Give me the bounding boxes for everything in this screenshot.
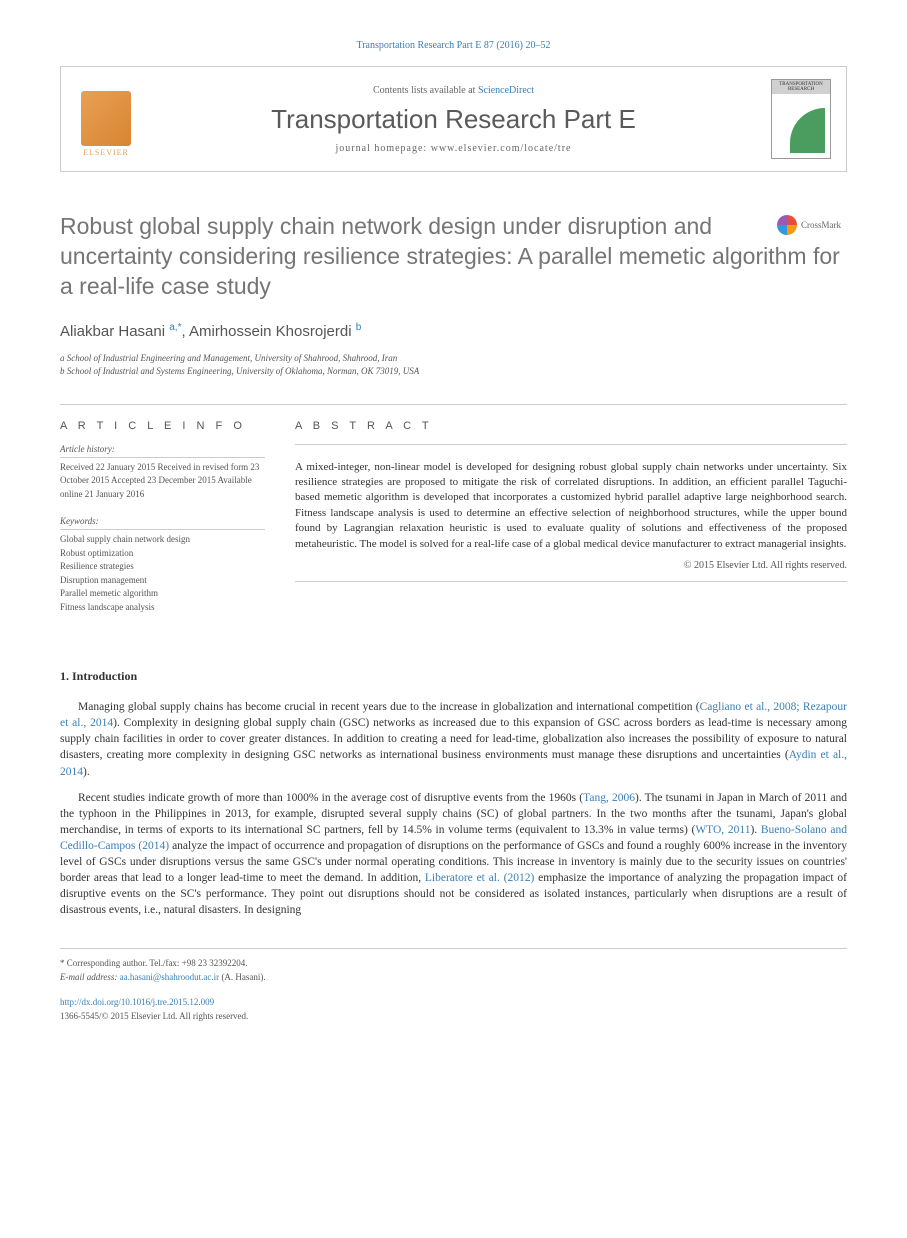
divider	[60, 404, 847, 405]
info-abstract-row: A R T I C L E I N F O Article history: R…	[60, 420, 847, 630]
email-link[interactable]: aa.hasani@shahroodut.ac.ir	[120, 972, 220, 982]
affiliations: a School of Industrial Engineering and M…	[60, 352, 847, 379]
journal-name: Transportation Research Part E	[136, 104, 771, 135]
elsevier-label: ELSEVIER	[83, 148, 129, 157]
keywords-text: Global supply chain network design Robus…	[60, 533, 265, 614]
email-label: E-mail address:	[60, 972, 120, 982]
elsevier-tree-icon	[81, 91, 131, 146]
keywords-label: Keywords:	[60, 516, 265, 530]
crossmark-label: CrossMark	[801, 220, 841, 230]
p2-c: ).	[750, 824, 760, 836]
article-info-heading: A R T I C L E I N F O	[60, 420, 265, 432]
homepage-line: journal homepage: www.elsevier.com/locat…	[136, 143, 771, 154]
history-label: Article history:	[60, 444, 265, 458]
author-2-affil[interactable]: b	[356, 322, 362, 333]
corresponding-author: * Corresponding author. Tel./fax: +98 23…	[60, 957, 847, 971]
cover-label: TRANSPORTATION RESEARCH	[772, 80, 830, 94]
section-1-heading: 1. Introduction	[60, 669, 847, 684]
p1-a: Managing global supply chains has become…	[78, 701, 700, 713]
crossmark-badge[interactable]: CrossMark	[777, 212, 847, 237]
crossmark-icon	[777, 215, 797, 235]
elsevier-logo[interactable]: ELSEVIER	[76, 82, 136, 157]
authors-line: Aliakbar Hasani a,*, Amirhossein Khosroj…	[60, 322, 847, 340]
article-title: Robust global supply chain network desig…	[60, 212, 847, 302]
author-2[interactable]: Amirhossein Khosrojerdi	[189, 323, 356, 340]
email-suffix: (A. Hasani).	[219, 972, 266, 982]
author-1-affil[interactable]: a,	[169, 322, 177, 333]
journal-header-box: ELSEVIER Contents lists available at Sci…	[60, 66, 847, 172]
cite-wto[interactable]: WTO, 2011	[695, 824, 750, 836]
citation-header: Transportation Research Part E 87 (2016)…	[60, 40, 847, 51]
p1-c: ).	[83, 766, 90, 778]
author-1[interactable]: Aliakbar Hasani	[60, 323, 169, 340]
contents-prefix: Contents lists available at	[373, 85, 478, 96]
article-info-col: A R T I C L E I N F O Article history: R…	[60, 420, 265, 630]
p1-b: ). Complexity in designing global supply…	[60, 717, 847, 761]
cite-tang[interactable]: Tang, 2006	[583, 792, 635, 804]
intro-para-1: Managing global supply chains has become…	[60, 699, 847, 779]
email-line: E-mail address: aa.hasani@shahroodut.ac.…	[60, 971, 847, 985]
abstract-bottom-divider	[295, 581, 847, 582]
header-center: Contents lists available at ScienceDirec…	[136, 85, 771, 154]
contents-line: Contents lists available at ScienceDirec…	[136, 85, 771, 96]
p2-a: Recent studies indicate growth of more t…	[78, 792, 583, 804]
homepage-url[interactable]: www.elsevier.com/locate/tre	[431, 143, 572, 154]
footer-block: * Corresponding author. Tel./fax: +98 23…	[60, 948, 847, 1023]
abstract-heading: A B S T R A C T	[295, 420, 847, 432]
intro-para-2: Recent studies indicate growth of more t…	[60, 790, 847, 919]
affiliation-a: a School of Industrial Engineering and M…	[60, 352, 847, 366]
footer-bottom: http://dx.doi.org/10.1016/j.tre.2015.12.…	[60, 996, 847, 1023]
issn-line: 1366-5545/© 2015 Elsevier Ltd. All right…	[60, 1010, 847, 1024]
history-text: Received 22 January 2015 Received in rev…	[60, 461, 265, 502]
cover-curve-icon	[790, 108, 825, 153]
affiliation-b: b School of Industrial and Systems Engin…	[60, 365, 847, 379]
abstract-col: A B S T R A C T A mixed-integer, non-lin…	[295, 420, 847, 630]
journal-cover-thumbnail[interactable]: TRANSPORTATION RESEARCH	[771, 79, 831, 159]
cite-liberatore[interactable]: Liberatore et al. (2012)	[425, 872, 534, 884]
abstract-text: A mixed-integer, non-linear model is dev…	[295, 460, 847, 552]
abstract-divider	[295, 444, 847, 445]
author-sep: ,	[181, 323, 189, 340]
doi-link[interactable]: http://dx.doi.org/10.1016/j.tre.2015.12.…	[60, 997, 214, 1007]
sciencedirect-link[interactable]: ScienceDirect	[478, 85, 534, 96]
abstract-copyright: © 2015 Elsevier Ltd. All rights reserved…	[295, 560, 847, 571]
homepage-prefix: journal homepage:	[336, 143, 431, 154]
